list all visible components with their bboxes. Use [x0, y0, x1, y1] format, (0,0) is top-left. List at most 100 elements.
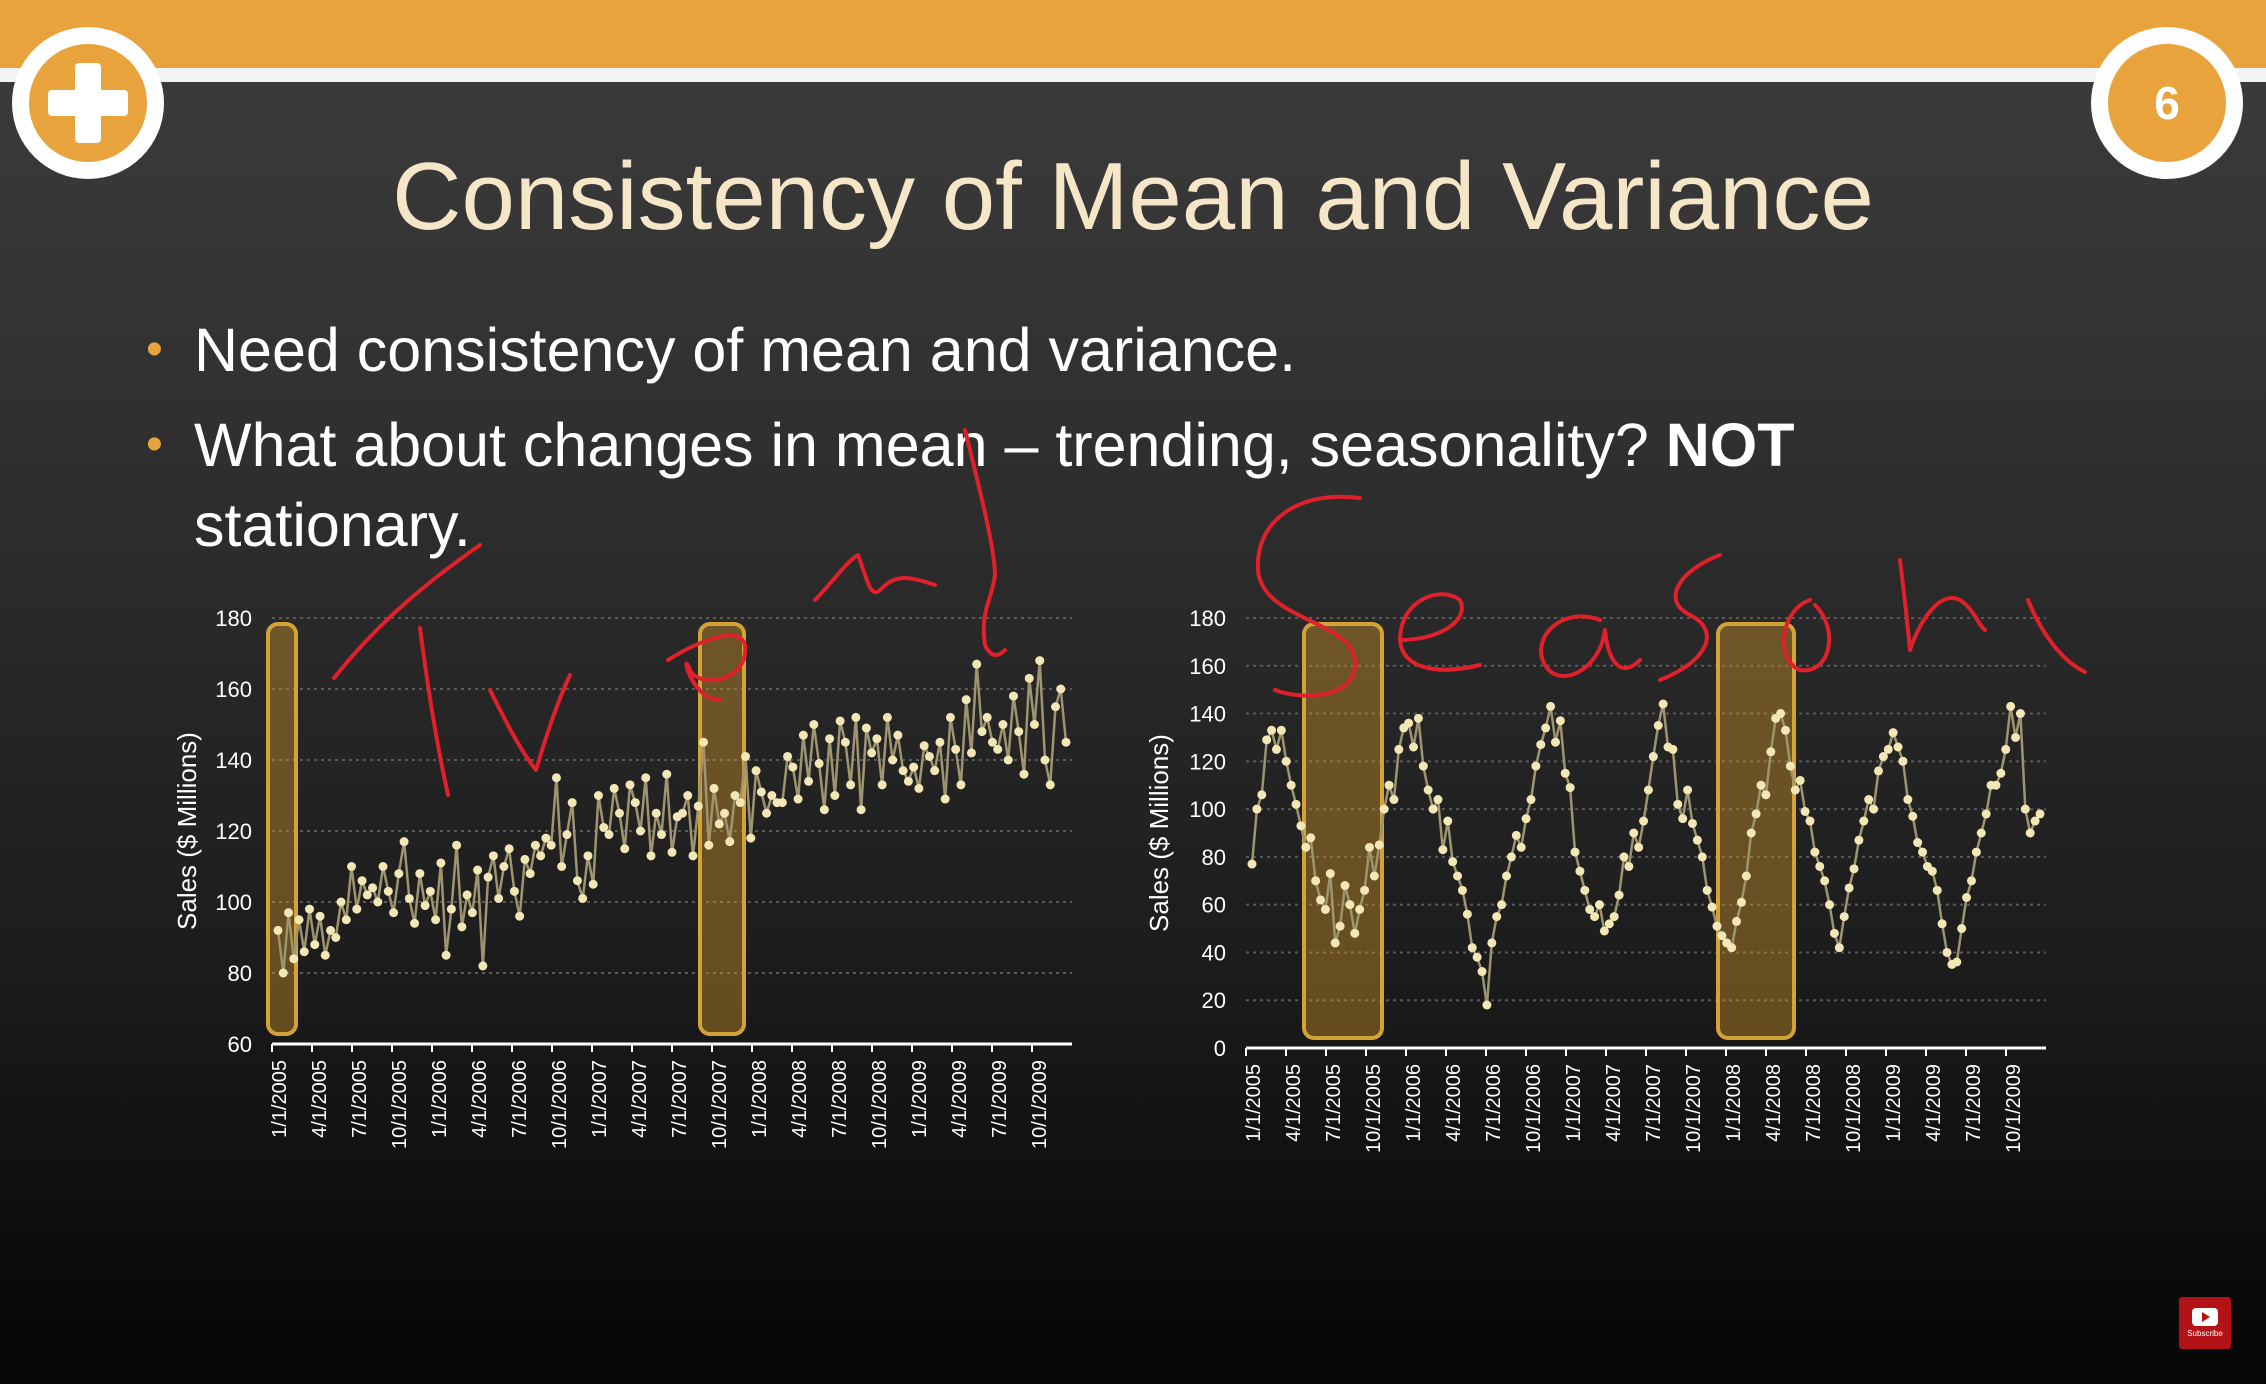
- data-point: [499, 862, 509, 871]
- data-point: [919, 741, 929, 751]
- data-point: [746, 833, 756, 843]
- data-point: [1966, 876, 1976, 886]
- x-tick-label: 1/1/2006: [1403, 1064, 1425, 1142]
- x-tick-label: 4/1/2008: [789, 1060, 811, 1138]
- data-point: [1526, 795, 1536, 805]
- x-tick-label: 4/1/2007: [629, 1060, 651, 1138]
- data-point: [551, 773, 561, 783]
- top-accent-line: [0, 68, 2266, 82]
- data-point: [741, 751, 751, 761]
- data-point: [273, 925, 283, 935]
- handwritten-trend-ink: [666, 633, 748, 702]
- data-point: [804, 776, 814, 786]
- data-point: [1350, 928, 1360, 938]
- top-accent-bar: [0, 0, 2266, 68]
- data-point: [1541, 723, 1551, 733]
- data-point: [1497, 900, 1507, 910]
- x-tick-label: 1/1/2008: [1723, 1064, 1745, 1142]
- data-point: [1262, 735, 1272, 745]
- data-point: [877, 780, 887, 790]
- x-tick-label: 4/1/2005: [1283, 1064, 1305, 1142]
- data-point: [1056, 684, 1066, 694]
- data-point: [735, 798, 745, 808]
- data-point: [1521, 814, 1531, 824]
- data-point: [1555, 716, 1565, 726]
- data-point: [688, 851, 698, 861]
- data-point: [567, 798, 577, 808]
- data-point: [373, 897, 383, 907]
- data-point: [641, 773, 651, 783]
- data-point: [1599, 926, 1609, 936]
- data-point: [966, 748, 976, 758]
- data-point: [389, 908, 399, 918]
- data-point: [1029, 720, 1039, 729]
- handwriting-annotations: [332, 428, 2087, 797]
- data-point: [1580, 885, 1590, 895]
- data-point: [888, 755, 898, 765]
- data-point: [1570, 847, 1580, 857]
- data-point: [415, 869, 425, 879]
- y-axis-label: Sales ($ Millions): [172, 732, 202, 930]
- handwritten-season-ink: [1782, 598, 1832, 673]
- data-point: [709, 783, 719, 793]
- data-point: [2011, 732, 2021, 742]
- data-point: [383, 886, 393, 896]
- data-point: [441, 950, 451, 960]
- x-tick-label: 1/1/2009: [1883, 1064, 1905, 1142]
- data-point: [1389, 795, 1399, 805]
- data-point: [431, 915, 441, 925]
- handwritten-trend-ink: [963, 428, 1007, 657]
- data-point: [1252, 804, 1262, 814]
- bullet-bold-text: NOT: [1665, 411, 1795, 479]
- x-tick-label: 7/1/2006: [1483, 1064, 1505, 1142]
- data-point: [1506, 852, 1516, 862]
- x-tick-label: 10/1/2007: [709, 1060, 731, 1149]
- data-point: [856, 805, 866, 815]
- data-point: [614, 808, 624, 818]
- x-tick-label: 10/1/2009: [2003, 1064, 2025, 1153]
- x-tick-label: 7/1/2006: [509, 1060, 531, 1138]
- youtube-subscribe-button[interactable]: Subscribe: [2179, 1297, 2231, 1349]
- data-point: [2015, 709, 2025, 719]
- data-point: [1864, 795, 1874, 805]
- data-point: [1296, 821, 1306, 831]
- data-point: [1629, 828, 1639, 838]
- data-point: [1585, 904, 1595, 914]
- data-point: [1014, 727, 1024, 737]
- data-point: [1942, 947, 1952, 957]
- data-point: [1937, 919, 1947, 929]
- data-point: [467, 908, 477, 918]
- data-point: [909, 762, 919, 772]
- y-tick-label: 120: [1189, 749, 1226, 774]
- data-point: [1453, 871, 1463, 881]
- data-point: [1751, 809, 1761, 819]
- data-point: [903, 776, 913, 786]
- data-point: [1790, 785, 1800, 795]
- data-point: [1457, 885, 1467, 895]
- data-point: [2020, 804, 2030, 814]
- y-tick-label: 120: [215, 819, 252, 844]
- data-point: [1050, 702, 1060, 712]
- data-point: [604, 830, 614, 840]
- data-point: [1061, 737, 1071, 747]
- slide-number: 6: [2154, 77, 2180, 129]
- data-point: [530, 840, 540, 850]
- data-point: [462, 890, 472, 900]
- data-point: [305, 904, 315, 914]
- data-point: [1829, 928, 1839, 938]
- data-point: [336, 897, 346, 907]
- data-point: [452, 840, 462, 850]
- data-point: [1673, 799, 1683, 809]
- data-point: [1776, 709, 1786, 719]
- data-point: [420, 901, 430, 911]
- data-point: [357, 876, 367, 886]
- handwritten-season-ink: [1658, 553, 1722, 682]
- y-tick-label: 160: [1189, 654, 1226, 679]
- data-point: [1766, 747, 1776, 757]
- subscribe-label: Subscribe: [2187, 1329, 2223, 1338]
- data-point: [945, 712, 955, 722]
- trend-chart: 60 80 100 120 140 160 180 1/1/2005 4/1/2005 7/1/2…: [172, 606, 1072, 1149]
- data-point: [1697, 852, 1707, 862]
- data-point: [1834, 943, 1844, 953]
- y-tick-label: 80: [1202, 845, 1226, 870]
